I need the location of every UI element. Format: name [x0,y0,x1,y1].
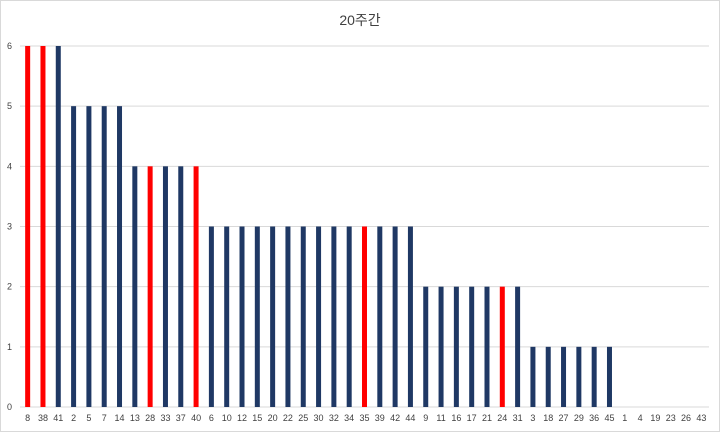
bar-42 [392,226,398,407]
y-tick-label: 3 [7,222,12,232]
x-tick-label: 16 [451,413,461,423]
bar-41 [55,46,61,407]
x-tick-label: 38 [38,413,48,423]
bar-8 [25,46,31,407]
x-tick-label: 2 [71,413,76,423]
x-tick-label: 15 [252,413,262,423]
x-tick-label: 30 [314,413,324,423]
bar-39 [377,226,383,407]
y-axis-ticks: 0 1 2 3 4 5 6 [7,41,12,412]
x-tick-label: 12 [237,413,247,423]
bar-20 [270,226,276,407]
x-tick-label: 4 [638,413,643,423]
x-tick-label: 35 [359,413,369,423]
bar-17 [469,286,475,407]
x-tick-label: 25 [298,413,308,423]
bar-29 [576,346,582,407]
x-tick-label: 43 [696,413,706,423]
x-tick-label: 44 [405,413,415,423]
x-tick-label: 34 [344,413,354,423]
bar-40 [193,166,199,407]
bar-30 [316,226,322,407]
bar-27 [561,346,567,407]
x-tick-label: 31 [513,413,523,423]
bar-12 [239,226,245,407]
x-tick-label: 36 [589,413,599,423]
x-tick-label: 23 [666,413,676,423]
bar-18 [545,346,551,407]
x-tick-label: 11 [436,413,445,423]
x-tick-label: 28 [145,413,155,423]
bar-3 [530,346,536,407]
x-tick-label: 9 [423,413,428,423]
y-tick-label: 1 [7,342,12,352]
x-tick-label: 32 [329,413,339,423]
bar-14 [117,106,123,408]
x-tick-label: 5 [86,413,91,423]
x-tick-label: 37 [176,413,186,423]
x-tick-label: 42 [390,413,400,423]
bar-13 [132,166,138,407]
bar-32 [331,226,337,407]
bar-9 [423,286,429,407]
bar-2 [71,106,77,408]
x-tick-label: 13 [130,413,140,423]
x-tick-label: 14 [115,413,125,423]
bar-15 [254,226,260,407]
bar-36 [591,346,597,407]
x-tick-label: 45 [604,413,614,423]
bar-45 [606,346,612,407]
bar-11 [438,286,444,407]
bar-33 [162,166,168,407]
x-tick-label: 24 [497,413,507,423]
x-tick-label: 10 [222,413,232,423]
x-tick-label: 17 [467,413,477,423]
bar-25 [300,226,306,407]
x-tick-label: 20 [268,413,278,423]
bar-7 [101,106,107,408]
bar-44 [407,226,413,407]
bar-22 [285,226,291,407]
x-tick-label: 26 [681,413,691,423]
y-tick-label: 4 [7,161,12,171]
x-tick-label: 22 [283,413,293,423]
bar-10 [224,226,230,407]
bar-5 [86,106,92,408]
y-tick-label: 5 [7,101,12,111]
x-tick-label: 1 [622,413,627,423]
x-tick-label: 40 [191,413,201,423]
bar-31 [515,286,521,407]
x-tick-label: 33 [160,413,170,423]
y-tick-label: 2 [7,282,12,292]
x-tick-label: 41 [53,413,63,423]
x-tick-label: 29 [574,413,584,423]
bar-6 [208,226,214,407]
x-tick-label: 18 [543,413,553,423]
bar-38 [40,46,46,407]
bar-35 [362,226,367,407]
bar-28 [147,166,153,407]
x-axis-ticks: 8 38 41 2 5 7 14 13 28 33 37 40 6 10 12 15 20 22 25 30 32 34 3… [25,413,706,423]
x-tick-label: 27 [559,413,569,423]
bar-16 [453,286,459,407]
x-tick-label: 19 [650,413,660,423]
y-tick-label: 6 [7,41,12,51]
x-tick-label: 6 [209,413,214,423]
bar-21 [484,286,490,407]
x-tick-label: 8 [25,413,30,423]
y-tick-label: 0 [7,402,12,412]
x-tick-label: 7 [102,413,107,423]
x-tick-label: 39 [375,413,385,423]
bar-34 [346,226,352,407]
x-tick-label: 21 [482,413,492,423]
x-tick-label: 3 [530,413,535,423]
bar-24 [499,286,505,407]
bars [25,46,612,408]
chart-title: 20주간 [339,12,381,28]
bar-37 [178,166,184,407]
